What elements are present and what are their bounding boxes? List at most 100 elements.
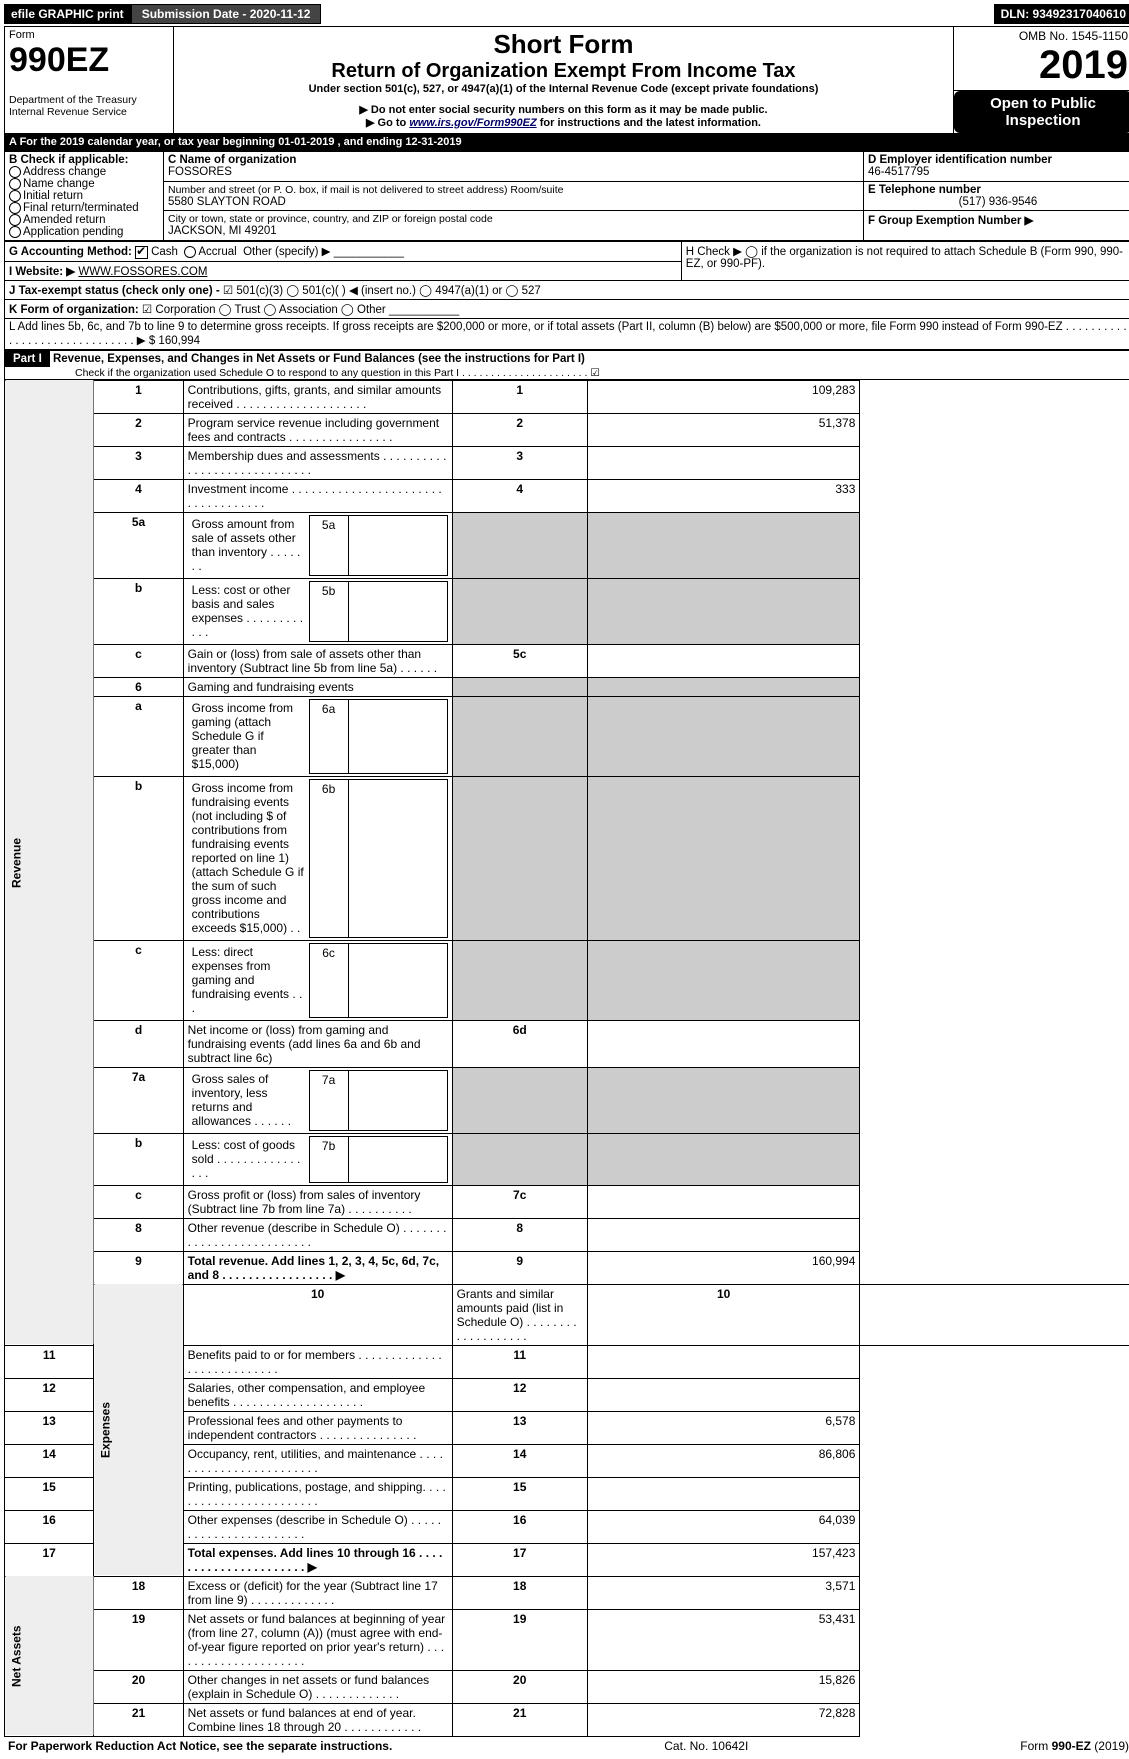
expenses-side-label: Expenses xyxy=(94,1284,183,1576)
line-8: Other revenue (describe in Schedule O) .… xyxy=(183,1218,452,1251)
amt-7c xyxy=(587,1185,860,1218)
phone-value: (517) 936-9546 xyxy=(868,196,1128,208)
g-cash-check[interactable] xyxy=(135,246,148,259)
line-7b: Less: cost of goods sold . . . . . . . .… xyxy=(183,1133,452,1185)
line-11: Benefits paid to or for members . . . . … xyxy=(183,1345,452,1378)
submission-date-label: Submission Date - 2020-11-12 xyxy=(131,4,322,24)
line-18: Excess or (deficit) for the year (Subtra… xyxy=(183,1576,452,1609)
b-label: B Check if applicable: xyxy=(9,154,159,166)
city-state-zip: JACKSON, MI 49201 xyxy=(168,225,859,237)
line-12: Salaries, other compensation, and employ… xyxy=(183,1378,452,1411)
line-5b: Less: cost or other basis and sales expe… xyxy=(183,578,452,644)
b-opt-name[interactable]: Name change xyxy=(9,178,159,190)
g-label: G Accounting Method: xyxy=(9,246,132,258)
omb-number: OMB No. 1545-1150 xyxy=(958,29,1128,43)
addr-label: Number and street (or P. O. box, if mail… xyxy=(168,184,859,196)
b-opt-pending[interactable]: Application pending xyxy=(9,226,159,238)
open-public-badge: Open to Public Inspection xyxy=(954,91,1129,133)
part-i-header: Part I Revenue, Expenses, and Changes in… xyxy=(4,350,1129,380)
amt-8 xyxy=(587,1218,860,1251)
form-word: Form xyxy=(9,29,169,41)
amt-10 xyxy=(860,1284,1129,1345)
line-6c: Less: direct expenses from gaming and fu… xyxy=(183,940,452,1020)
main-title: Return of Organization Exempt From Incom… xyxy=(178,60,949,83)
i-label: I Website: ▶ xyxy=(9,266,75,278)
line-3: Membership dues and assessments . . . . … xyxy=(183,446,452,479)
amt-4: 333 xyxy=(587,479,860,512)
e-label: E Telephone number xyxy=(868,184,1128,196)
b-opt-initial[interactable]: Initial return xyxy=(9,190,159,202)
amt-9: 160,994 xyxy=(587,1251,860,1284)
j-label: J Tax-exempt status (check only one) - xyxy=(9,285,220,297)
line-13: Professional fees and other payments to … xyxy=(183,1411,452,1444)
no-ssn-note: ▶ Do not enter social security numbers o… xyxy=(178,103,949,116)
amt-20: 15,826 xyxy=(587,1670,860,1703)
footer-right: Form 990-EZ (2019) xyxy=(1020,1739,1129,1753)
line-19: Net assets or fund balances at beginning… xyxy=(183,1609,452,1670)
line-2: Program service revenue including govern… xyxy=(183,413,452,446)
netassets-side-label: Net Assets xyxy=(5,1576,94,1736)
footer-left: For Paperwork Reduction Act Notice, see … xyxy=(8,1739,392,1753)
revenue-side-label: Revenue xyxy=(5,380,94,1345)
g-other[interactable]: Other (specify) ▶ xyxy=(243,246,330,258)
line-10: Grants and similar amounts paid (list in… xyxy=(452,1284,587,1345)
part-i-label: Part I xyxy=(5,351,50,367)
amt-5c xyxy=(587,644,860,677)
amt-18: 3,571 xyxy=(587,1576,860,1609)
part-i-title: Revenue, Expenses, and Changes in Net As… xyxy=(53,353,585,365)
line-7a: Gross sales of inventory, less returns a… xyxy=(183,1067,452,1133)
line-6a: Gross income from gaming (attach Schedul… xyxy=(183,696,452,776)
goto-link[interactable]: ▶ Go to www.irs.gov/Form990EZ for instru… xyxy=(178,116,949,129)
efile-print-label[interactable]: efile GRAPHIC print xyxy=(4,4,131,24)
line-15: Printing, publications, postage, and shi… xyxy=(183,1477,452,1510)
dept-treasury: Department of the Treasury Internal Reve… xyxy=(9,94,169,118)
amt-15 xyxy=(587,1477,860,1510)
line-5a: Gross amount from sale of assets other t… xyxy=(183,512,452,578)
page-footer: For Paperwork Reduction Act Notice, see … xyxy=(4,1737,1129,1755)
footer-mid: Cat. No. 10642I xyxy=(664,1739,748,1753)
amt-19: 53,431 xyxy=(587,1609,860,1670)
line-5c: Gain or (loss) from sale of assets other… xyxy=(183,644,452,677)
part-i-lines: Revenue 1Contributions, gifts, grants, a… xyxy=(4,380,1129,1737)
line-21: Net assets or fund balances at end of ye… xyxy=(183,1703,452,1736)
ein-value: 46-4517795 xyxy=(868,166,1128,178)
amt-3 xyxy=(587,446,860,479)
form-header: Form 990EZ Department of the Treasury In… xyxy=(4,26,1129,134)
amt-21: 72,828 xyxy=(587,1703,860,1736)
amt-12 xyxy=(587,1378,860,1411)
org-name: FOSSORES xyxy=(168,166,859,178)
org-info-table: B Check if applicable: Address change Na… xyxy=(4,151,1129,241)
line-9: Total revenue. Add lines 1, 2, 3, 4, 5c,… xyxy=(183,1251,452,1284)
b-opt-amended[interactable]: Amended return xyxy=(9,214,159,226)
amt-1: 109,283 xyxy=(587,380,860,413)
under-section: Under section 501(c), 527, or 4947(a)(1)… xyxy=(178,83,949,95)
k-options[interactable]: ☑ Corporation ◯ Trust ◯ Association ◯ Ot… xyxy=(142,304,386,316)
line-6b: Gross income from fundraising events (no… xyxy=(183,776,452,940)
line-20: Other changes in net assets or fund bala… xyxy=(183,1670,452,1703)
line-14: Occupancy, rent, utilities, and maintena… xyxy=(183,1444,452,1477)
line-6: Gaming and fundraising events xyxy=(183,677,452,696)
f-label: F Group Exemption Number ▶ xyxy=(868,213,1128,227)
amt-17: 157,423 xyxy=(587,1543,860,1576)
line-7c: Gross profit or (loss) from sales of inv… xyxy=(183,1185,452,1218)
amt-11 xyxy=(587,1345,860,1378)
city-label: City or town, state or province, country… xyxy=(168,213,859,225)
dln-label: DLN: 93492317040610 xyxy=(994,4,1129,24)
j-options[interactable]: ☑ 501(c)(3) ◯ 501(c)( ) ◀ (insert no.) ◯… xyxy=(223,285,541,297)
website-value[interactable]: WWW.FOSSORES.COM xyxy=(78,266,207,278)
g-accrual-check[interactable] xyxy=(184,246,196,258)
k-label: K Form of organization: xyxy=(9,304,139,316)
b-opt-final[interactable]: Final return/terminated xyxy=(9,202,159,214)
b-opt-address[interactable]: Address change xyxy=(9,166,159,178)
tax-year-line: A For the 2019 calendar year, or tax yea… xyxy=(4,134,1129,151)
tax-year: 2019 xyxy=(958,43,1128,88)
part-i-check-o[interactable]: Check if the organization used Schedule … xyxy=(5,367,600,379)
l-text: L Add lines 5b, 6c, and 7b to line 9 to … xyxy=(5,318,1129,349)
ghijkl-block: G Accounting Method: Cash Accrual Other … xyxy=(4,241,1129,349)
amt-6d xyxy=(587,1020,860,1067)
short-form-title: Short Form xyxy=(178,29,949,60)
top-bar: efile GRAPHIC print Submission Date - 20… xyxy=(4,4,1129,24)
h-text[interactable]: H Check ▶ ◯ if the organization is not r… xyxy=(681,242,1129,280)
street-address: 5580 SLAYTON ROAD xyxy=(168,196,859,208)
amt-14: 86,806 xyxy=(587,1444,860,1477)
